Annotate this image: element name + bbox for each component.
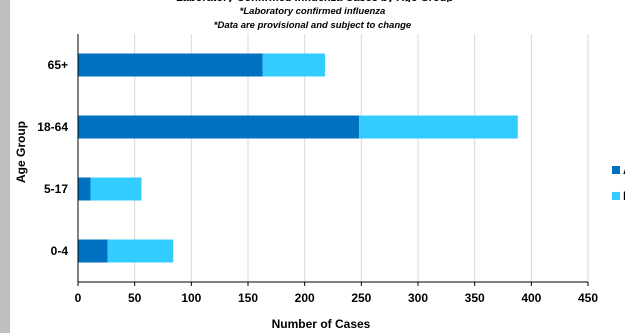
bar-18-64-series-A [78,115,360,139]
x-tick-label: 400 [521,291,541,305]
bar-5-17-series-B [90,177,142,201]
x-tick-label: 150 [238,291,258,305]
y-tick-label: 65+ [48,58,68,72]
chart-subtitle-2: *Data are provisional and subject to cha… [213,20,412,31]
y-axis-title: Age Group [14,121,28,183]
chart-subtitle-1: *Laboratory confirmed influenza [239,6,386,17]
legend-label-B: B [623,189,625,203]
x-tick-label: 200 [295,291,315,305]
bar-0-4-series-B [107,239,174,263]
x-tick-label: 100 [181,291,201,305]
bar-65+-series-A [78,53,263,77]
y-tick-label: 0-4 [51,244,69,258]
left-edge-strip [0,0,10,333]
x-tick-label: 350 [465,291,485,305]
legend-label-A: A [623,163,625,177]
x-tick-label: 50 [128,291,142,305]
x-tick-label: 250 [351,291,371,305]
x-tick-label: 300 [408,291,428,305]
bar-18-64-series-B [359,115,518,139]
legend-swatch-A [612,166,620,174]
y-tick-label: 18-64 [37,120,68,134]
bar-5-17-series-A [78,177,91,201]
x-tick-label: 450 [578,291,598,305]
chart-title-cropped: Laboratory Confirmed Influenza Cases by … [150,0,480,2]
legend-swatch-B [612,192,620,200]
x-axis-title: Number of Cases [272,317,371,331]
y-tick-label: 5-17 [44,182,68,196]
bar-65+-series-B [262,53,326,77]
bar-0-4-series-A [78,239,108,263]
x-tick-label: 0 [75,291,82,305]
